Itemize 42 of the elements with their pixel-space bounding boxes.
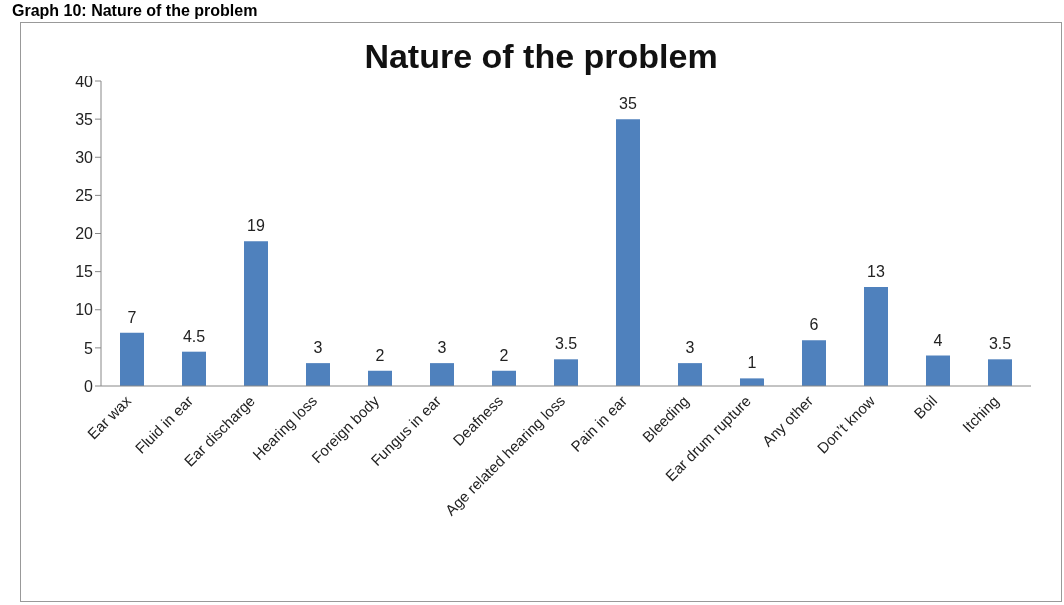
data-label: 2 <box>499 346 509 364</box>
caption: Graph 10: Nature of the problem <box>12 2 258 20</box>
bar <box>492 370 516 386</box>
x-tick-label: Boil <box>910 392 941 422</box>
bar <box>802 340 826 386</box>
data-label: 19 <box>247 217 265 235</box>
y-tick-label: 15 <box>75 263 94 281</box>
chart-title: Nature of the problem <box>364 37 718 75</box>
bar <box>926 355 950 386</box>
data-label: 2 <box>375 346 385 364</box>
data-label: 4 <box>933 331 943 349</box>
y-tick-label: 30 <box>75 148 94 166</box>
bar <box>554 359 578 386</box>
data-label: 3 <box>685 339 695 357</box>
data-label: 6 <box>809 316 819 334</box>
data-label: 1 <box>747 354 757 372</box>
y-tick-label: 25 <box>75 187 94 205</box>
y-tick-label: 35 <box>75 110 94 128</box>
y-tick-label: 40 <box>75 72 94 90</box>
data-label: 3 <box>313 339 323 357</box>
data-label: 7 <box>127 308 137 326</box>
data-label: 3.5 <box>554 335 578 353</box>
x-tick-label: Pain in ear <box>567 392 631 455</box>
bar <box>368 370 392 386</box>
bar <box>306 363 330 386</box>
y-tick-label: 5 <box>84 339 94 357</box>
bar <box>182 351 206 386</box>
data-label: 35 <box>619 95 637 113</box>
data-label: 4.5 <box>182 327 206 345</box>
bar <box>740 378 764 386</box>
bar <box>616 119 640 386</box>
bar <box>430 363 454 386</box>
data-label: 3 <box>437 339 447 357</box>
bar <box>988 359 1012 386</box>
data-label: 3.5 <box>988 335 1012 353</box>
bar <box>120 332 144 386</box>
y-tick-label: 10 <box>75 301 94 319</box>
bar <box>678 363 702 386</box>
y-tick-label: 20 <box>75 225 94 243</box>
bar <box>244 241 268 386</box>
bar <box>864 286 888 386</box>
data-label: 13 <box>867 262 885 280</box>
